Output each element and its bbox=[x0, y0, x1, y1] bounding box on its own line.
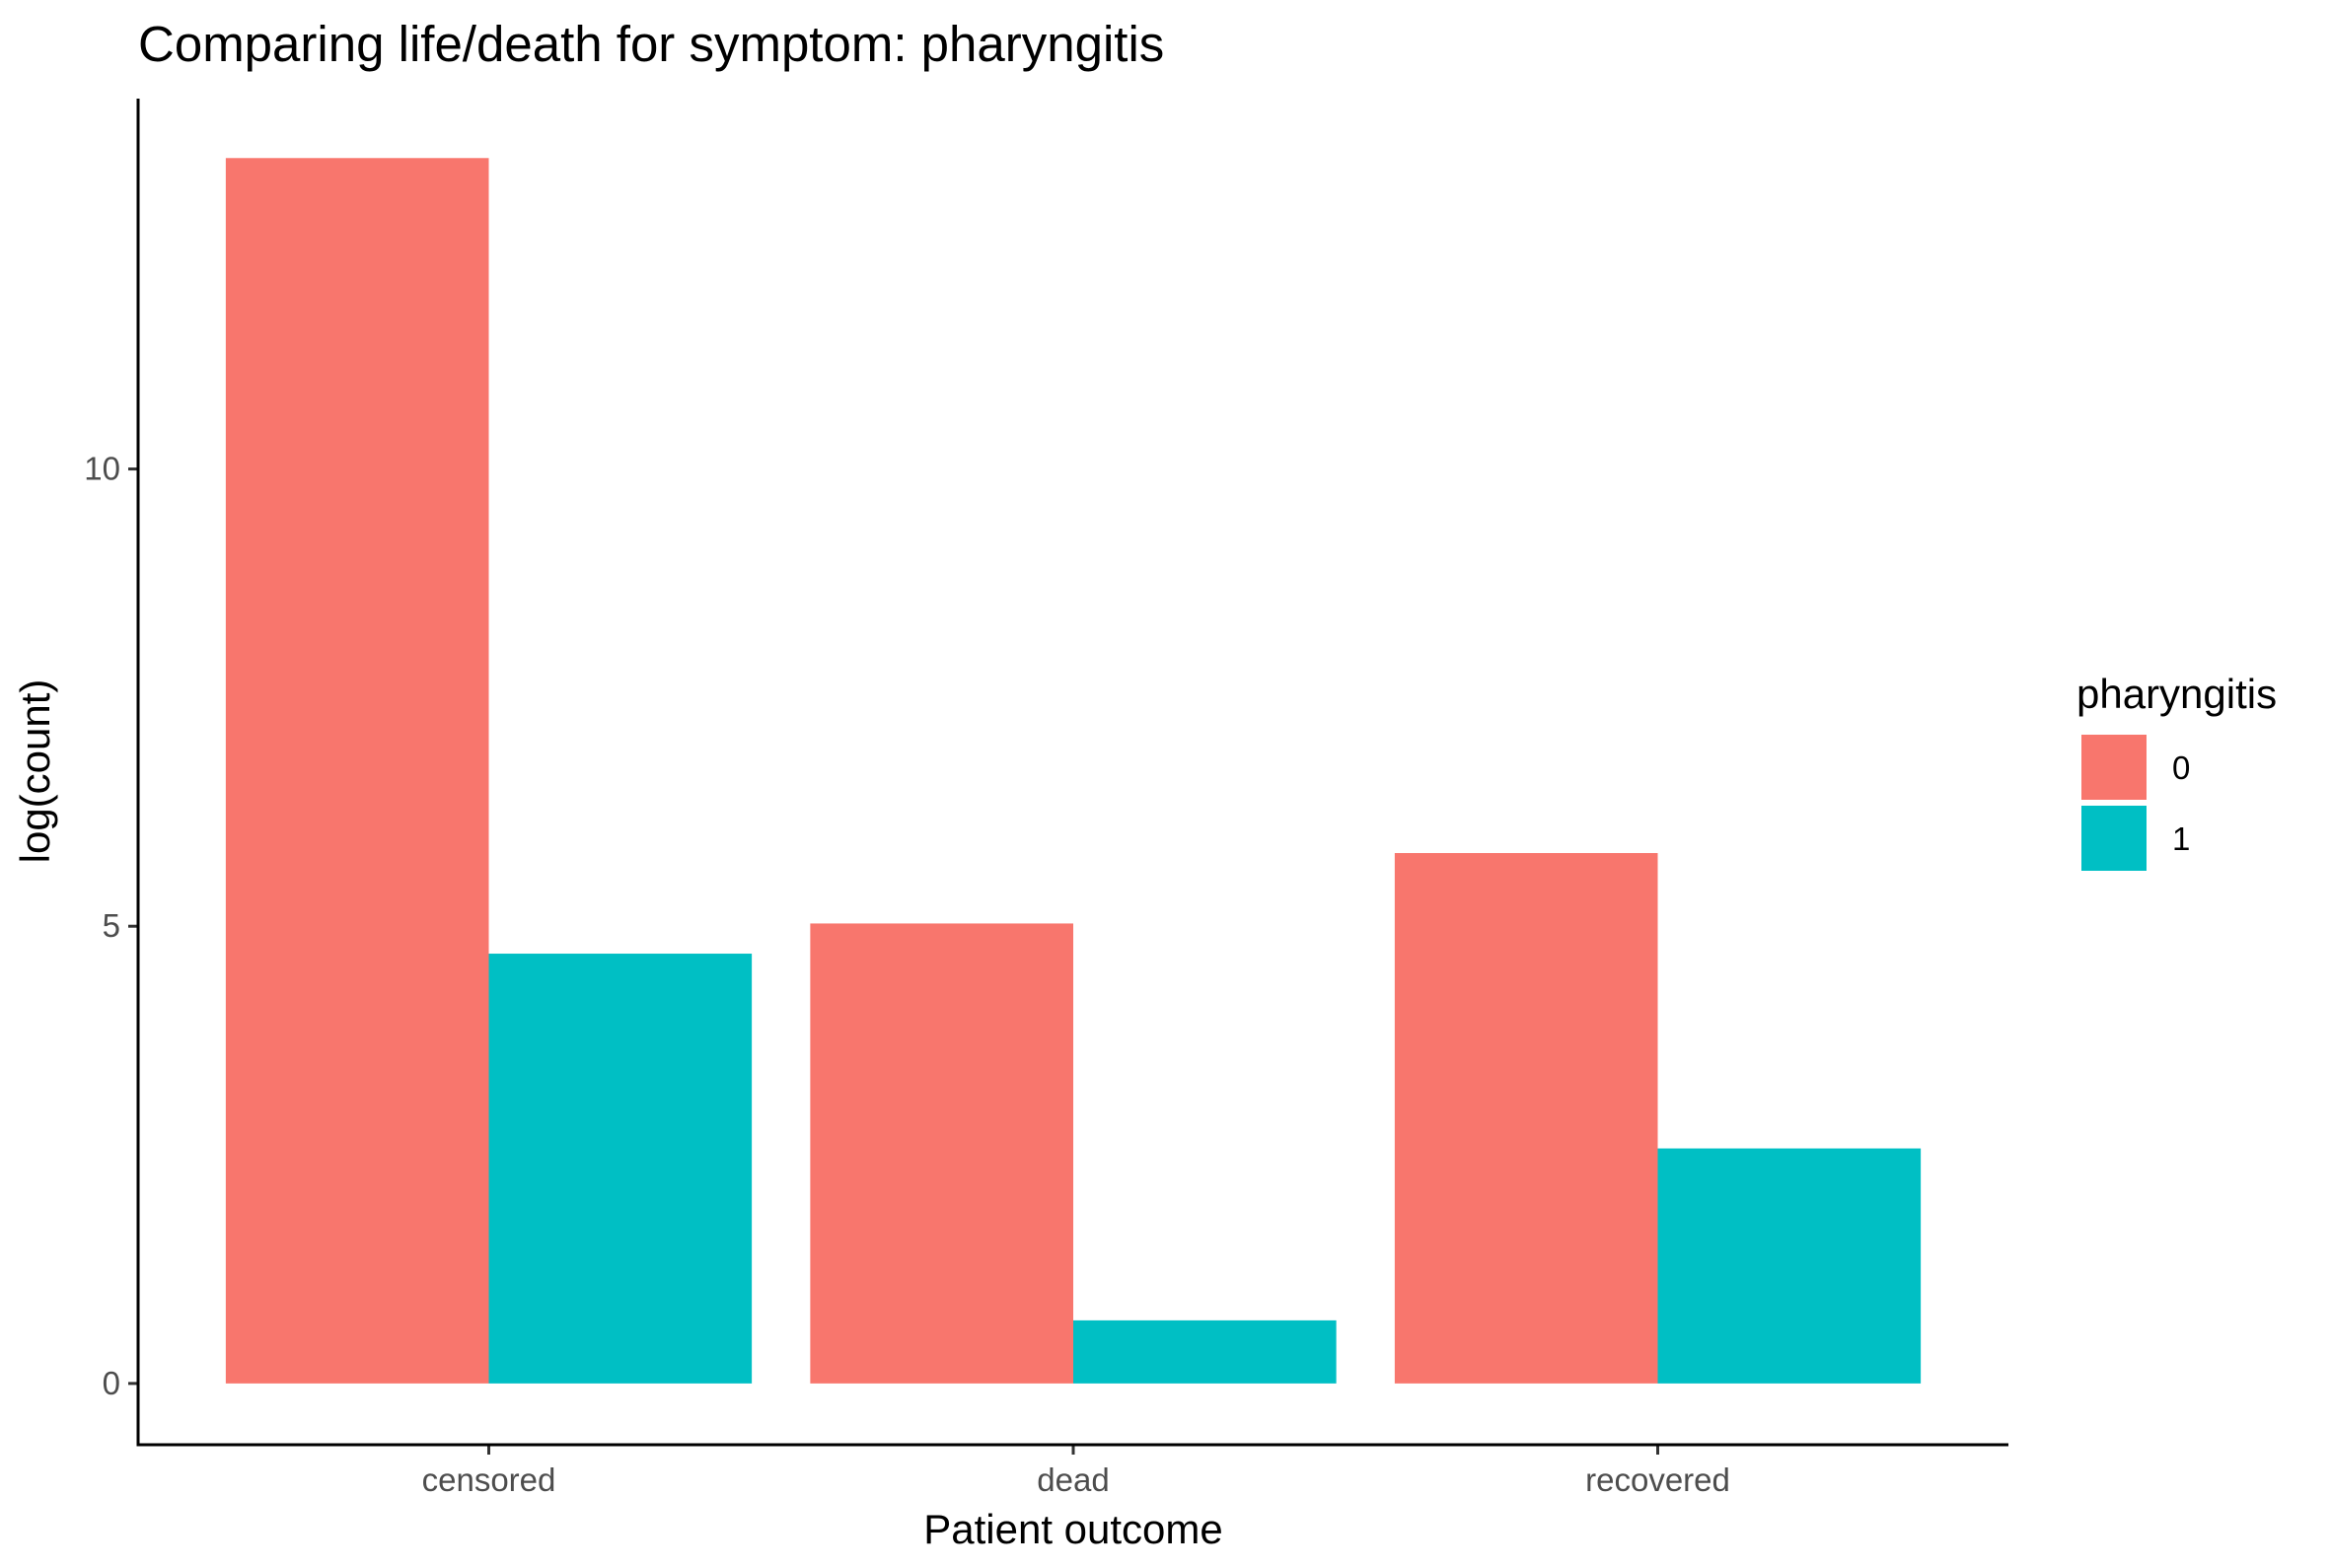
y-tick-label: 10 bbox=[84, 451, 120, 487]
legend-label-1: 1 bbox=[2172, 820, 2190, 857]
y-tick-label: 5 bbox=[103, 907, 120, 944]
x-tick-label: recovered bbox=[1585, 1461, 1730, 1498]
y-tick-label: 0 bbox=[103, 1365, 120, 1401]
chart-title: Comparing life/death for symptom: pharyn… bbox=[138, 16, 1164, 72]
x-tick-label: dead bbox=[1037, 1461, 1109, 1498]
bars-layer bbox=[225, 158, 1922, 1384]
x-axis-title: Patient outcome bbox=[923, 1506, 1223, 1552]
y-axis-ticks: 0 5 10 bbox=[84, 451, 138, 1401]
bar-censored-series-0 bbox=[225, 158, 489, 1384]
bar-dead-series-0 bbox=[810, 923, 1073, 1384]
bar-recovered-series-0 bbox=[1394, 853, 1658, 1384]
legend-key-0 bbox=[2081, 735, 2147, 800]
x-axis-ticks: censored dead recovered bbox=[422, 1445, 1730, 1498]
y-axis-title: log(count) bbox=[12, 679, 58, 864]
legend-label-0: 0 bbox=[2172, 749, 2190, 786]
legend: pharyngitis 01 bbox=[2076, 671, 2277, 871]
legend-title: pharyngitis bbox=[2076, 671, 2277, 717]
x-tick-label: censored bbox=[422, 1461, 556, 1498]
bar-censored-series-1 bbox=[488, 954, 753, 1384]
bar-recovered-series-1 bbox=[1657, 1148, 1922, 1384]
legend-items: 01 bbox=[2081, 735, 2190, 871]
bar-dead-series-1 bbox=[1073, 1319, 1337, 1384]
legend-key-1 bbox=[2081, 806, 2147, 871]
